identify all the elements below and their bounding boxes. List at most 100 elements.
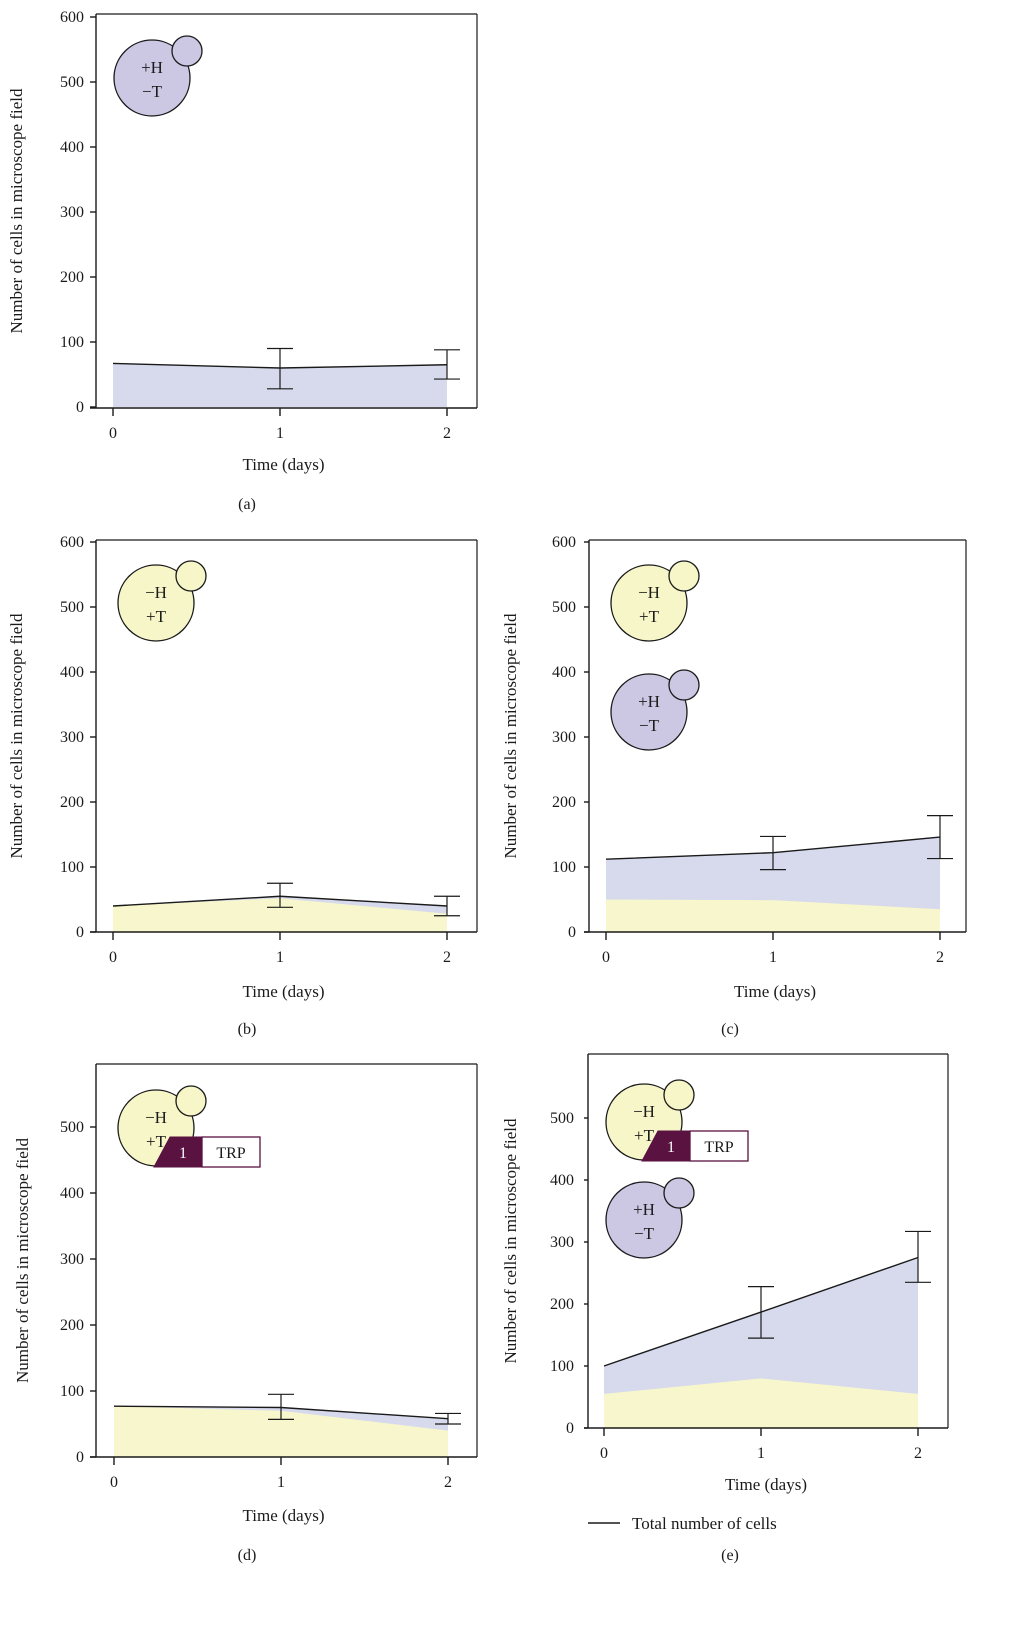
cell-genotype-line1: +H <box>141 58 163 77</box>
y-tick-label: 100 <box>60 859 84 876</box>
x-tick-label: 2 <box>443 425 451 442</box>
panel-label: (b) <box>238 1021 257 1038</box>
error-bar <box>434 349 460 380</box>
panel-label: (e) <box>721 1547 739 1564</box>
bud-cell <box>663 1177 695 1209</box>
x-tick-label: 1 <box>769 949 777 966</box>
y-axis-label: Number of cells in microscope field <box>501 613 520 859</box>
x-tick-label: 1 <box>757 1445 765 1462</box>
trp-label: TRP <box>704 1139 733 1156</box>
y-tick-label: 500 <box>550 1110 574 1127</box>
cell-genotype-line1: −H <box>145 1108 167 1127</box>
error-bar <box>748 1286 774 1339</box>
cell-genotype-line1: −H <box>145 583 167 602</box>
y-tick-label: 0 <box>76 924 84 941</box>
y-axis-label: Number of cells in microscope field <box>7 613 26 859</box>
trp-plasmid-tag: 1 TRP <box>153 1136 261 1168</box>
y-tick-label: 100 <box>552 859 576 876</box>
area-yellow-strain <box>604 1378 918 1428</box>
panel-label: (c) <box>721 1021 739 1038</box>
x-tick-label: 1 <box>276 949 284 966</box>
y-tick-label: 200 <box>60 269 84 286</box>
cell-genotype-line2: +T <box>146 607 167 626</box>
x-tick-label: 2 <box>443 949 451 966</box>
x-tick-label: 1 <box>276 425 284 442</box>
y-tick-label: 300 <box>550 1234 574 1251</box>
error-bar <box>905 1230 931 1283</box>
legend: Total number of cells <box>588 1514 777 1533</box>
y-tick-label: 400 <box>60 1185 84 1202</box>
area-purple-strain <box>604 1257 918 1428</box>
cell-genotype-line1: +H <box>638 692 660 711</box>
trp-label: TRP <box>216 1145 245 1162</box>
y-tick-label: 400 <box>552 664 576 681</box>
x-tick-label: 2 <box>914 1445 922 1462</box>
purple-yeast-cell-icon: +H −T <box>610 669 700 751</box>
chart-panel-c: 0 100 200 300 400 500 600 0 1 2 Number of cells in… <box>501 534 967 1038</box>
chart-panel-e: 0 100 200 300 400 500 0 1 2 Number of cells in mi… <box>501 1053 949 1564</box>
error-bar <box>268 1393 294 1420</box>
y-tick-label: 300 <box>60 729 84 746</box>
x-tick-label: 0 <box>110 1474 118 1491</box>
trp-label-box <box>689 1130 749 1162</box>
chart-panel-d: 0 100 200 300 400 500 0 1 2 Number of cells in mi… <box>13 1063 478 1564</box>
cell-genotype-line2: +T <box>634 1126 655 1145</box>
yellow-yeast-cell-icon: −H +T <box>610 560 700 642</box>
y-tick-label: 500 <box>60 1119 84 1136</box>
x-tick-label: 0 <box>109 949 117 966</box>
bud-cell <box>171 35 203 67</box>
cell-genotype-line1: +H <box>633 1200 655 1219</box>
x-tick-label: 0 <box>602 949 610 966</box>
area-yellow-strain <box>606 899 940 932</box>
x-tick-label: 2 <box>936 949 944 966</box>
x-tick-label: 0 <box>109 425 117 442</box>
bud-cell <box>663 1079 695 1111</box>
mother-cell <box>610 564 688 642</box>
trp-label-box <box>201 1136 261 1168</box>
y-tick-label: 200 <box>60 1317 84 1334</box>
trp-number: 1 <box>667 1139 675 1156</box>
bud-cell <box>175 560 207 592</box>
chart-panel-a: 0 100 200 300 400 500 600 0 1 2 Number of cells in… <box>7 9 478 513</box>
purple-yeast-cell-icon: +H −T <box>605 1177 695 1259</box>
x-tick-label: 0 <box>600 1445 608 1462</box>
error-bar <box>267 347 293 390</box>
y-tick-label: 100 <box>550 1358 574 1375</box>
cell-genotype-line2: +T <box>639 607 660 626</box>
mother-cell <box>117 564 195 642</box>
y-tick-label: 400 <box>550 1172 574 1189</box>
bud-cell <box>668 560 700 592</box>
area-yellow-strain <box>114 1406 448 1457</box>
y-tick-label: 0 <box>568 924 576 941</box>
y-tick-label: 500 <box>60 599 84 616</box>
yellow-yeast-cell-icon: −H +T <box>117 560 207 642</box>
y-tick-label: 300 <box>60 204 84 221</box>
cell-genotype-line2: −T <box>634 1224 655 1243</box>
bud-cell <box>175 1085 207 1117</box>
panel-label: (d) <box>238 1547 257 1564</box>
y-tick-label: 200 <box>60 794 84 811</box>
legend-label: Total number of cells <box>632 1514 777 1533</box>
area-yellow-strain <box>113 898 447 932</box>
mother-cell <box>113 39 191 117</box>
error-bar <box>927 815 953 860</box>
y-tick-label: 200 <box>550 1296 574 1313</box>
cell-genotype-line1: −H <box>633 1102 655 1121</box>
y-tick-label: 500 <box>552 599 576 616</box>
bud-cell <box>668 669 700 701</box>
mother-cell <box>610 673 688 751</box>
chart-panel-b: 0 100 200 300 400 500 600 0 1 2 Number of cells in… <box>7 534 478 1038</box>
y-tick-label: 0 <box>76 399 84 416</box>
x-axis-label: Time (days) <box>725 1475 807 1494</box>
y-axis-label: Number of cells in microscope field <box>13 1138 32 1384</box>
y-tick-label: 300 <box>552 729 576 746</box>
y-axis-label: Number of cells in microscope field <box>7 88 26 334</box>
trp-number: 1 <box>179 1145 187 1162</box>
x-axis-label: Time (days) <box>242 1506 324 1525</box>
y-tick-label: 100 <box>60 334 84 351</box>
y-tick-label: 100 <box>60 1383 84 1400</box>
y-tick-label: 400 <box>60 664 84 681</box>
y-tick-label: 600 <box>60 534 84 551</box>
y-tick-label: 600 <box>60 9 84 26</box>
mother-cell <box>605 1181 683 1259</box>
